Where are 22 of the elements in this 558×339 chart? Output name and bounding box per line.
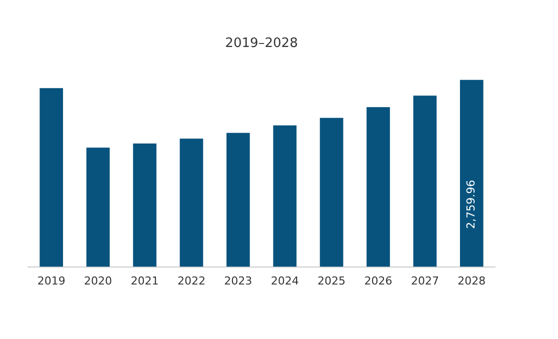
bar (366, 107, 390, 267)
bar (273, 125, 297, 267)
x-tick-label: 2027 (410, 274, 439, 288)
x-tick-label: 2019 (37, 274, 66, 288)
bar (460, 80, 484, 267)
bar (86, 148, 110, 267)
bar (133, 144, 156, 267)
x-tick-label: 2025 (318, 274, 346, 288)
x-tick-label: 2023 (224, 274, 252, 288)
x-tick-label: 2020 (84, 274, 112, 288)
data-label: 2,759.96 (464, 180, 478, 229)
x-tick-label: 2024 (270, 274, 299, 288)
x-tick-label: 2021 (130, 274, 159, 288)
bar (320, 118, 344, 267)
x-tick-label: 2022 (177, 274, 206, 288)
x-tick-label: 2028 (458, 274, 486, 288)
bar (413, 96, 437, 267)
x-tick-label: 2026 (364, 274, 392, 288)
bar (226, 132, 250, 267)
chart-title: 2019–2028 (225, 36, 298, 52)
bar (180, 138, 204, 267)
bar (40, 88, 64, 267)
